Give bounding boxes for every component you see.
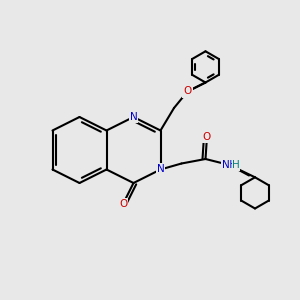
Text: NH: NH <box>222 160 237 170</box>
Text: O: O <box>183 86 192 97</box>
Text: N: N <box>157 164 164 175</box>
Text: O: O <box>203 131 211 142</box>
Text: H: H <box>232 160 240 170</box>
Text: O: O <box>119 199 127 209</box>
Text: N: N <box>222 160 230 170</box>
Text: N: N <box>130 112 137 122</box>
